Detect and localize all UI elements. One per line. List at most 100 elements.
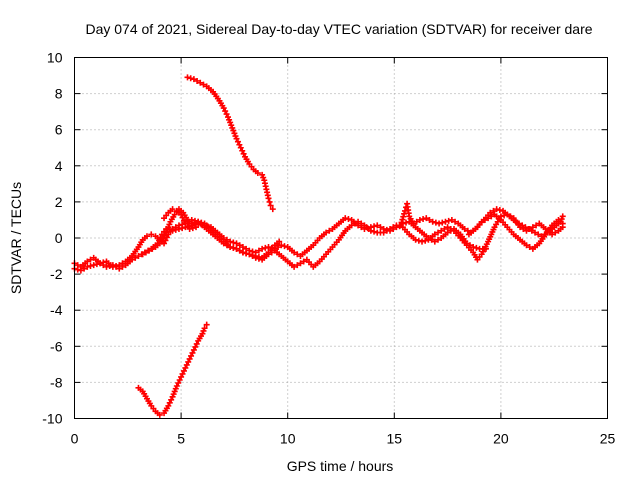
data-point — [81, 265, 88, 272]
data-point — [259, 245, 266, 252]
data-point — [186, 355, 193, 362]
data-point — [189, 225, 196, 232]
data-point — [113, 262, 120, 269]
data-point — [275, 244, 282, 251]
series-arc-c — [139, 206, 283, 261]
x-axis-label: GPS time / hours — [287, 458, 394, 474]
data-point — [294, 251, 301, 258]
data-point — [294, 262, 301, 269]
data-point — [160, 235, 167, 242]
data-point — [169, 225, 176, 232]
data-point — [431, 238, 438, 245]
data-point — [200, 81, 207, 88]
data-point — [355, 218, 362, 225]
data-point — [490, 207, 497, 214]
data-point — [188, 352, 195, 359]
data-point — [236, 247, 243, 254]
y-tick-label: 8 — [55, 86, 63, 102]
data-point — [380, 229, 387, 236]
data-point — [139, 251, 146, 258]
series-arc-d — [161, 206, 200, 232]
y-tick-label: -4 — [50, 302, 63, 318]
data-point — [103, 263, 110, 270]
data-point — [227, 238, 234, 245]
data-point — [348, 222, 355, 229]
data-point — [194, 77, 201, 84]
data-point — [266, 198, 273, 205]
data-point — [182, 364, 189, 371]
data-point — [220, 105, 227, 112]
data-point — [189, 349, 196, 356]
data-point — [528, 227, 535, 234]
data-point — [342, 215, 349, 222]
data-point — [197, 79, 204, 86]
data-point — [183, 361, 190, 368]
data-point — [419, 238, 426, 245]
data-point — [190, 76, 197, 83]
x-tick-label: 15 — [387, 431, 403, 447]
data-point — [193, 224, 200, 231]
y-tick-label: 4 — [55, 158, 63, 174]
data-point — [523, 242, 530, 249]
data-point — [396, 223, 403, 230]
data-point — [186, 225, 193, 232]
data-point — [184, 74, 191, 81]
data-point — [116, 262, 123, 269]
y-tick-label: -2 — [50, 266, 63, 282]
data-point — [175, 222, 182, 229]
data-point — [438, 227, 445, 234]
data-point — [149, 245, 156, 252]
data-point — [240, 150, 247, 157]
data-point — [485, 215, 492, 222]
data-point — [441, 225, 448, 232]
data-point — [178, 211, 185, 218]
x-tick-label: 5 — [177, 431, 185, 447]
data-point — [367, 227, 374, 234]
data-point — [195, 218, 202, 225]
data-point — [519, 222, 526, 229]
series-arc-low-rising — [135, 321, 210, 418]
data-point — [323, 229, 330, 236]
data-point — [326, 227, 333, 234]
data-point — [178, 373, 185, 380]
data-point — [185, 358, 192, 365]
data-point — [435, 236, 442, 243]
data-point — [516, 220, 523, 227]
data-point — [100, 259, 107, 266]
data-point — [239, 249, 246, 256]
data-point — [239, 147, 246, 154]
data-point — [525, 225, 532, 232]
data-point — [168, 396, 175, 403]
data-point — [364, 225, 371, 232]
data-point — [358, 220, 365, 227]
data-point — [401, 207, 408, 214]
data-point — [412, 236, 419, 243]
data-point — [487, 209, 494, 216]
data-point — [432, 219, 439, 226]
data-point — [77, 267, 84, 274]
data-point — [246, 251, 253, 258]
data-point — [84, 258, 91, 265]
data-point — [180, 217, 187, 224]
data-point — [179, 214, 186, 221]
data-point — [552, 229, 559, 236]
data-point — [442, 218, 449, 225]
data-point — [249, 252, 256, 259]
data-point — [377, 224, 384, 231]
data-point — [109, 263, 116, 270]
data-point — [179, 370, 186, 377]
data-point — [532, 229, 539, 236]
data-point — [148, 231, 155, 238]
data-point — [478, 218, 485, 225]
data-point — [142, 249, 149, 256]
data-point — [415, 237, 422, 244]
data-point — [169, 206, 176, 213]
data-point — [447, 225, 454, 232]
data-point — [223, 236, 230, 243]
data-point — [230, 244, 237, 251]
data-point — [180, 367, 187, 374]
data-point — [74, 266, 81, 273]
data-point — [90, 262, 97, 269]
data-point — [383, 227, 390, 234]
